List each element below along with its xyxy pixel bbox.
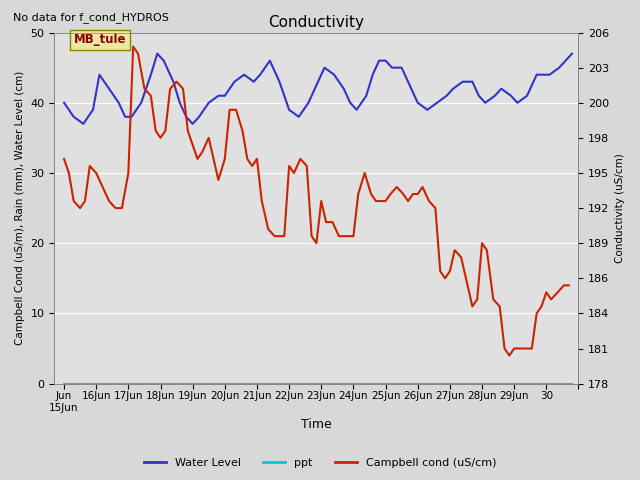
Y-axis label: Campbell Cond (uS/m), Rain (mm), Water Level (cm): Campbell Cond (uS/m), Rain (mm), Water L… bbox=[15, 71, 25, 345]
Y-axis label: Conductivity (uS/cm): Conductivity (uS/cm) bbox=[615, 153, 625, 263]
Text: MB_tule: MB_tule bbox=[74, 33, 126, 46]
X-axis label: Time: Time bbox=[301, 419, 332, 432]
Legend: Water Level, ppt, Campbell cond (uS/cm): Water Level, ppt, Campbell cond (uS/cm) bbox=[140, 453, 500, 472]
Text: No data for f_cond_HYDROS: No data for f_cond_HYDROS bbox=[13, 12, 169, 23]
Title: Conductivity: Conductivity bbox=[268, 15, 364, 30]
